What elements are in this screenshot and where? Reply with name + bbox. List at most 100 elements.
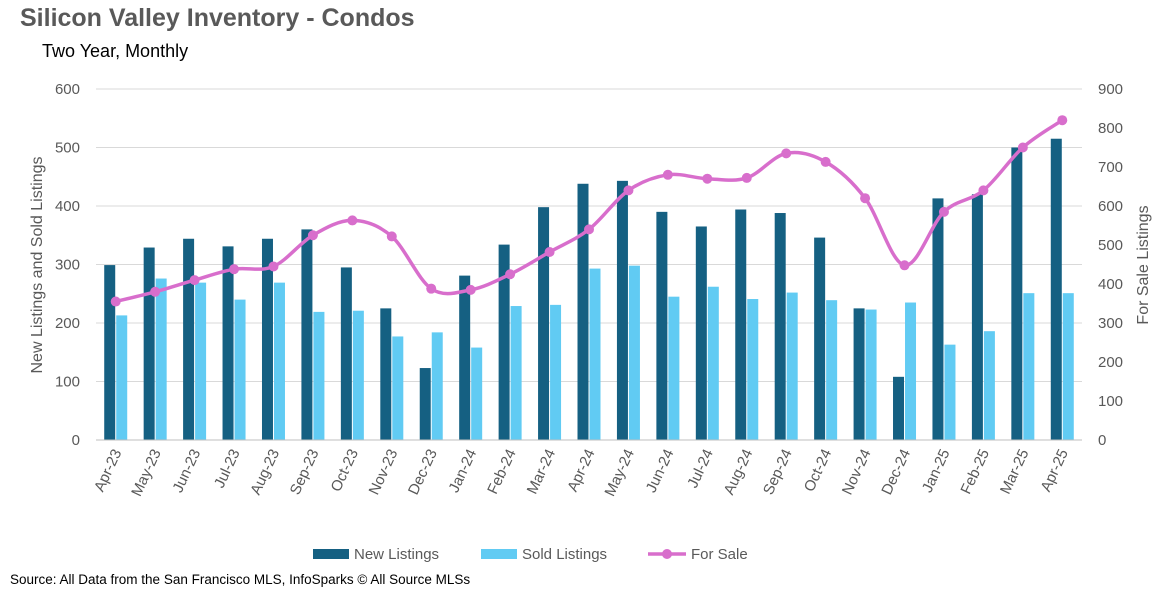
legend-label-sold-listings: Sold Listings — [522, 546, 607, 563]
x-tick-label: Aug-24 — [721, 447, 757, 498]
y-tick-label: 400 — [55, 198, 80, 215]
bar-new-listings — [695, 226, 707, 440]
bar-new-listings — [971, 194, 983, 440]
bar-marks — [104, 138, 1074, 440]
x-tick-label: Nov-23 — [366, 447, 402, 498]
bar-sold-listings — [1023, 293, 1035, 440]
point-for-sale — [465, 284, 476, 295]
point-for-sale — [741, 172, 752, 183]
point-for-sale — [189, 275, 200, 286]
y2-tick-label: 400 — [1098, 276, 1123, 293]
point-for-sale — [150, 286, 161, 297]
y2-tick-label: 0 — [1098, 432, 1106, 449]
bar-new-listings — [261, 238, 273, 440]
legend-swatch-for-sale-marker — [662, 549, 672, 559]
x-tick-label: Feb-24 — [484, 447, 519, 497]
point-for-sale — [623, 185, 634, 196]
bar-sold-listings — [234, 299, 246, 440]
bar-new-listings — [814, 237, 826, 440]
x-tick-label: Oct-24 — [801, 447, 835, 495]
x-tick-label: Apr-24 — [564, 447, 598, 495]
y2-tick-label: 500 — [1098, 237, 1123, 254]
y2-tick-label: 600 — [1098, 198, 1123, 215]
bar-new-listings — [735, 209, 747, 440]
bar-new-listings — [104, 265, 116, 440]
bar-sold-listings — [983, 331, 995, 440]
x-tick-label: Jun-23 — [169, 447, 204, 496]
x-tick-label: Nov-24 — [839, 447, 875, 498]
bar-sold-listings — [589, 268, 601, 440]
bar-sold-listings — [550, 304, 562, 440]
y2-axis-title: For Sale Listings — [1135, 205, 1152, 324]
x-tick-label: Jan-24 — [446, 447, 481, 496]
bar-new-listings — [538, 207, 550, 440]
y2-tick-label: 700 — [1098, 159, 1123, 176]
point-for-sale — [781, 148, 792, 159]
x-tick-label: Feb-25 — [958, 447, 993, 497]
bar-sold-listings — [195, 282, 207, 440]
y2-tick-label: 100 — [1098, 393, 1123, 410]
y2-tick-label: 900 — [1098, 81, 1123, 98]
bar-new-listings — [656, 211, 668, 440]
bar-sold-listings — [392, 336, 404, 440]
bar-sold-listings — [944, 344, 956, 440]
x-tick-label: Apr-25 — [1037, 447, 1071, 495]
x-tick-label: Sep-23 — [287, 447, 323, 498]
y-tick-label: 200 — [55, 315, 80, 332]
bar-new-listings — [183, 238, 195, 440]
legend-swatch-new-listings — [313, 549, 349, 559]
point-for-sale — [426, 283, 437, 294]
bar-sold-listings — [510, 306, 522, 440]
bar-sold-listings — [747, 299, 759, 440]
y2-tick-label: 200 — [1098, 354, 1123, 371]
y-tick-label: 0 — [72, 432, 80, 449]
y2-tick-label: 300 — [1098, 315, 1123, 332]
bar-sold-listings — [628, 265, 640, 440]
line-marks — [110, 115, 1068, 307]
bar-sold-listings — [865, 309, 877, 440]
bar-new-listings — [577, 183, 589, 440]
bar-sold-listings — [668, 296, 680, 440]
point-for-sale — [544, 247, 555, 258]
legend-swatch-sold-listings — [481, 549, 517, 559]
bar-new-listings — [459, 275, 471, 440]
x-tick-label: Sep-24 — [760, 447, 796, 498]
point-for-sale — [347, 215, 358, 226]
x-tick-label: Jun-24 — [643, 447, 678, 496]
bar-new-listings — [1050, 138, 1062, 440]
y-tick-label: 300 — [55, 257, 80, 274]
point-for-sale — [584, 224, 594, 235]
x-tick-label: Apr-23 — [91, 447, 125, 495]
bar-new-listings — [853, 308, 865, 440]
y-tick-label: 500 — [55, 140, 80, 157]
chart-title: Silicon Valley Inventory - Condos — [20, 4, 415, 32]
point-for-sale — [860, 193, 871, 204]
x-tick-label: Mar-25 — [997, 447, 1032, 497]
bar-sold-listings — [707, 286, 719, 440]
axes: 0 100 200 300 400 500 600 0 100 200 300 400 500 600 70… — [55, 81, 1123, 499]
point-for-sale — [268, 261, 279, 272]
x-tick-label: Jul-24 — [684, 447, 717, 491]
chart-subtitle: Two Year, Monthly — [42, 41, 189, 61]
x-tick-label: Dec-23 — [405, 447, 441, 498]
bar-new-listings — [893, 376, 905, 440]
x-tick-label: Oct-23 — [328, 447, 362, 495]
point-for-sale — [1017, 142, 1028, 153]
x-tick-label: Aug-23 — [247, 447, 283, 498]
y-axis-title: New Listings and Sold Listings — [29, 156, 46, 373]
bar-new-listings — [380, 308, 392, 440]
source-note: Source: All Data from the San Francisco … — [10, 572, 471, 587]
x-tick-label: Jan-25 — [919, 447, 954, 496]
bar-sold-listings — [905, 302, 917, 440]
point-for-sale — [702, 173, 713, 184]
bar-new-listings — [419, 368, 431, 440]
y2-tick-label: 800 — [1098, 120, 1123, 137]
bar-new-listings — [774, 213, 786, 440]
point-for-sale — [1057, 115, 1068, 126]
bar-sold-listings — [352, 310, 364, 440]
point-for-sale — [229, 264, 240, 275]
point-for-sale — [938, 206, 949, 217]
bar-new-listings — [340, 267, 352, 440]
bar-sold-listings — [116, 315, 128, 440]
